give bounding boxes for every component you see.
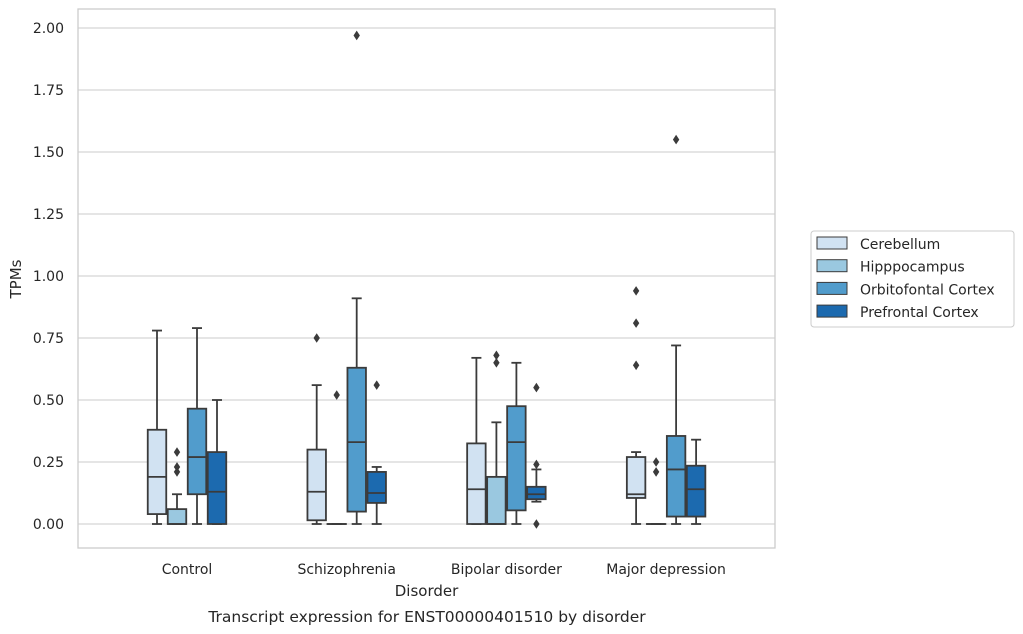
legend-label: Orbitofontal Cortex: [860, 282, 995, 298]
x-tick-label: Control: [162, 562, 213, 578]
box-prefrontal-cortex-major-depression: [685, 438, 707, 525]
box-hipppocampus-schizophrenia: [326, 390, 347, 525]
box-iqr: [166, 508, 188, 525]
box-cerebellum-schizophrenia: [306, 333, 327, 525]
box-hipppocampus-major-depression: [645, 457, 667, 525]
outlier-point: [373, 380, 380, 390]
outlier-point: [652, 467, 660, 477]
legend-label: Prefrontal Cortex: [860, 305, 979, 321]
y-tick-label: 2.00: [33, 21, 64, 37]
box-orbitofontal-cortex-schizophrenia: [346, 30, 367, 525]
y-axis-title: TPMs: [7, 259, 25, 299]
y-tick-label: 1.75: [33, 83, 64, 99]
box-plot-area: [146, 30, 707, 529]
box-cerebellum-bipolar-disorder: [466, 356, 487, 525]
y-tick-label: 0.00: [33, 517, 64, 533]
x-axis-title: Disorder: [395, 582, 459, 600]
legend: Cerebellum Hipppocampus Orbitofontal Corte…: [810, 230, 1015, 328]
box-cerebellum-control: [146, 329, 168, 525]
legend-frame: [810, 230, 1015, 328]
outlier-point: [533, 382, 540, 393]
outlier-point: [632, 286, 640, 296]
x-axis-ticks: Control Schizophrenia Bipolar disorder Majo…: [162, 562, 726, 578]
box-iqr: [346, 366, 367, 513]
outlier-point: [632, 360, 640, 371]
box-iqr: [146, 428, 168, 515]
y-tick-label: 0.25: [33, 455, 64, 471]
legend-swatch: [816, 259, 848, 273]
chart-caption: Transcript expression for ENST0000040151…: [207, 608, 646, 626]
box-iqr: [625, 456, 647, 499]
legend-swatch: [816, 281, 848, 295]
box-prefrontal-cortex-schizophrenia: [366, 380, 387, 525]
box-iqr: [466, 442, 487, 525]
box-hipppocampus-bipolar-disorder: [486, 350, 507, 525]
outlier-point: [173, 462, 181, 472]
box-orbitofontal-cortex-bipolar-disorder: [506, 361, 527, 525]
outlier-point: [672, 134, 680, 145]
y-axis-ticks: 0.00 0.25 0.50 0.75 1.00 1.25 1.50 1.75 2.00: [33, 21, 64, 533]
outlier-point: [173, 467, 181, 477]
y-tick-label: 1.50: [33, 145, 64, 161]
legend-label: Cerebellum: [860, 237, 940, 253]
box-orbitofontal-cortex-major-depression: [665, 134, 687, 525]
box-iqr: [306, 448, 327, 522]
legend-swatch: [816, 304, 848, 318]
outlier-point: [652, 457, 660, 467]
outlier-point: [533, 459, 540, 470]
box-hipppocampus-control: [166, 447, 188, 525]
outlier-point: [493, 350, 500, 361]
x-tick-label: Major depression: [606, 562, 726, 578]
y-tick-label: 0.75: [33, 331, 64, 347]
box-iqr: [506, 405, 527, 512]
box-iqr: [526, 485, 547, 501]
outlier-point: [493, 358, 500, 368]
x-tick-label: Schizophrenia: [297, 562, 395, 578]
legend-swatch: [816, 236, 848, 250]
box-iqr: [206, 451, 228, 525]
y-tick-label: 0.50: [33, 393, 64, 409]
outlier-point: [333, 390, 340, 400]
outlier-point: [632, 318, 640, 328]
box-orbitofontal-cortex-control: [186, 327, 208, 525]
y-tick-label: 1.00: [33, 269, 64, 285]
box-iqr: [665, 435, 687, 518]
box-prefrontal-cortex-control: [206, 399, 228, 525]
y-tick-label: 1.25: [33, 207, 64, 223]
box-prefrontal-cortex-bipolar-disorder: [526, 382, 547, 529]
box-iqr: [366, 471, 387, 504]
x-tick-label: Bipolar disorder: [451, 562, 562, 578]
box-iqr: [685, 464, 707, 518]
plot-frame: [77, 8, 776, 549]
box-iqr: [486, 475, 507, 525]
box-cerebellum-major-depression: [625, 286, 647, 525]
outlier-point: [173, 447, 181, 457]
outlier-point: [353, 30, 360, 41]
outlier-point: [313, 333, 320, 343]
legend-label: Hipppocampus: [860, 260, 965, 276]
outlier-point: [533, 519, 540, 529]
box-iqr: [186, 407, 208, 496]
